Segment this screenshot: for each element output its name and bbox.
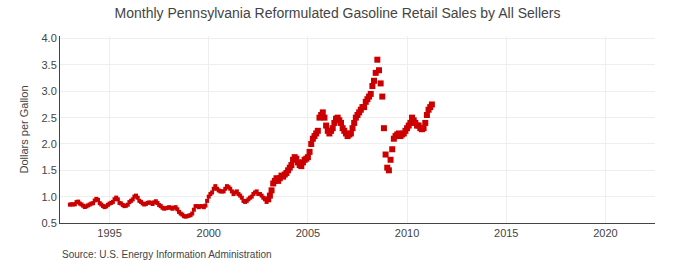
svg-text:Dollars per Gallon: Dollars per Gallon (18, 85, 30, 173)
svg-text:2005: 2005 (296, 227, 320, 239)
svg-text:Source: U.S. Energy Informatio: Source: U.S. Energy Information Administ… (62, 249, 272, 260)
svg-text:2.5: 2.5 (42, 112, 57, 124)
svg-text:1995: 1995 (97, 227, 121, 239)
svg-text:3.5: 3.5 (42, 59, 57, 71)
svg-text:Monthly Pennsylvania Reformula: Monthly Pennsylvania Reformulated Gasoli… (115, 5, 561, 21)
svg-text:2020: 2020 (593, 227, 617, 239)
svg-text:2010: 2010 (395, 227, 419, 239)
svg-text:1.0: 1.0 (42, 191, 57, 203)
svg-text:1.5: 1.5 (42, 164, 57, 176)
svg-text:2000: 2000 (197, 227, 221, 239)
svg-text:0.5: 0.5 (42, 217, 57, 229)
svg-text:4.0: 4.0 (42, 32, 57, 44)
svg-text:2.0: 2.0 (42, 138, 57, 150)
svg-text:3.0: 3.0 (42, 85, 57, 97)
svg-text:2015: 2015 (494, 227, 518, 239)
